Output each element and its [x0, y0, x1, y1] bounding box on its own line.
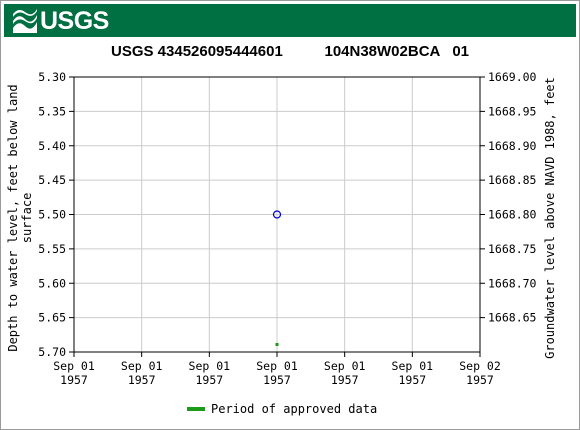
- x-tick-label-date: Sep 01: [53, 359, 95, 373]
- right-axis: 1669.00 1668.95 1668.90 1668.85 1668.80 1668.…: [480, 70, 537, 325]
- x-tick-label-date: Sep 01: [324, 359, 366, 373]
- left-tick-label: 5.60: [38, 276, 66, 290]
- x-tick-label-year: 1957: [466, 373, 494, 387]
- legend-label-approved: Period of approved data: [211, 402, 377, 416]
- x-tick-label-year: 1957: [398, 373, 426, 387]
- legend: Period of approved data: [187, 402, 377, 416]
- data-point: [272, 210, 282, 219]
- right-tick-label: 1668.75: [488, 242, 536, 256]
- chart-title-site: USGS 434526095444601: [110, 43, 283, 60]
- right-tick-label: 1668.90: [488, 139, 537, 153]
- usgs-logo: USGS: [12, 8, 109, 34]
- y-axis-label-right: Groundwater level above NAVD 1988, feet: [543, 77, 557, 359]
- x-tick-label-year: 1957: [331, 373, 359, 387]
- legend-swatch-approved: [187, 407, 205, 411]
- right-tick-label: 1668.65: [488, 311, 536, 325]
- approved-period-marker: [275, 343, 279, 346]
- left-tick-label: 5.50: [38, 208, 66, 222]
- right-tick-label: 1668.80: [488, 208, 537, 222]
- right-tick-label: 1669.00: [488, 70, 537, 84]
- x-tick-label-year: 1957: [263, 373, 291, 387]
- data-marks: [272, 210, 282, 346]
- right-tick-label: 1668.95: [488, 104, 536, 118]
- left-tick-label: 5.55: [38, 242, 66, 256]
- usgs-logo-text: USGS: [40, 7, 109, 35]
- left-axis: 5.30 5.35 5.40 5.45 5.50 5.55 5.60 5.65 5.70: [38, 70, 74, 359]
- x-tick-label-year: 1957: [60, 373, 88, 387]
- chart-title: USGS 434526095444601 104N38W02BCA 01: [0, 43, 580, 60]
- chart-title-local: 104N38W02BCA 01: [324, 43, 469, 60]
- x-tick-label-year: 1957: [195, 373, 223, 387]
- usgs-banner: USGS: [4, 4, 576, 37]
- usgs-wave-icon: [12, 8, 38, 34]
- x-tick-label-year: 1957: [128, 373, 156, 387]
- left-tick-label: 5.65: [38, 311, 66, 325]
- x-tick-label-date: Sep 01: [256, 359, 298, 373]
- x-tick-label-date: Sep 02: [459, 359, 501, 373]
- x-tick-label-date: Sep 01: [392, 359, 434, 373]
- right-tick-label: 1668.70: [488, 276, 537, 290]
- left-tick-label: 5.40: [38, 139, 66, 153]
- y-axis-label-left-line1: Depth to water level, feet below land: [6, 84, 20, 351]
- left-tick-label: 5.45: [38, 173, 66, 187]
- grid-lines: [74, 77, 480, 352]
- left-tick-label: 5.30: [38, 70, 66, 84]
- left-tick-label: 5.35: [38, 104, 66, 118]
- right-tick-label: 1668.85: [488, 173, 536, 187]
- x-tick-label-date: Sep 01: [189, 359, 231, 373]
- x-tick-label-date: Sep 01: [121, 359, 163, 373]
- left-tick-label: 5.70: [38, 345, 66, 359]
- y-axis-label-left-line2: surface: [20, 193, 34, 244]
